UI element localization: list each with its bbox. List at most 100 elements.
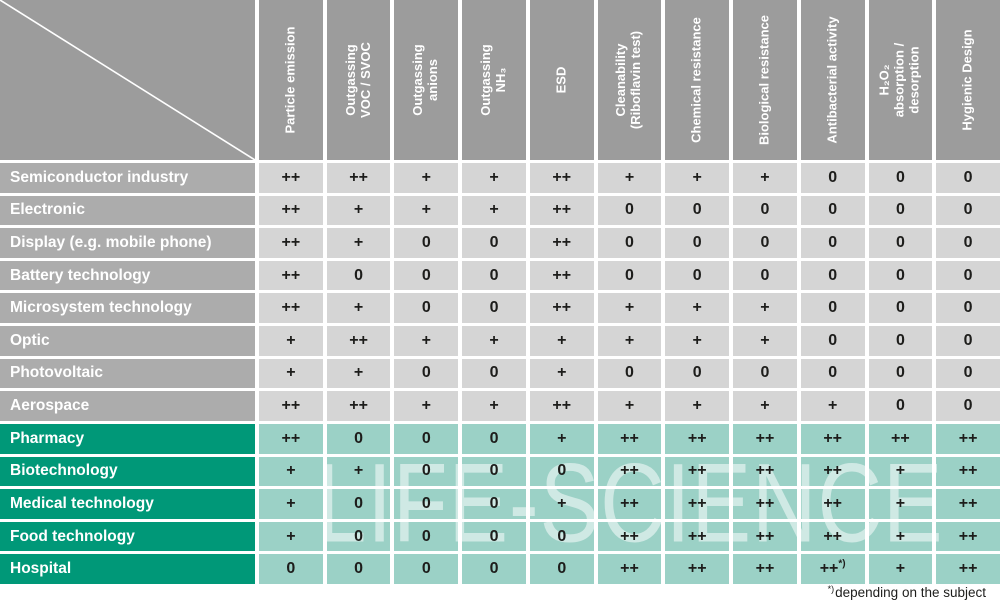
row-label: Battery technology	[0, 260, 255, 291]
rating-value: ++	[823, 494, 843, 512]
table-cell: 0	[800, 326, 865, 356]
table-cell: ++	[733, 521, 797, 552]
row-label: Pharmacy	[0, 423, 255, 454]
table-cell: 0	[665, 260, 730, 291]
rating-value: ++	[552, 397, 572, 415]
table-cell: 0	[733, 358, 797, 389]
rating-value: +	[760, 331, 770, 349]
rating-value: ++	[281, 234, 301, 252]
table-cell: 0	[597, 195, 662, 226]
rating-value: +	[489, 201, 499, 219]
rating-value: 0	[421, 560, 431, 578]
table-cell: ++	[597, 489, 662, 519]
rating-value: 0	[421, 364, 431, 382]
table-cell: +	[259, 358, 323, 389]
rating-value: +	[557, 364, 567, 382]
table-cell: ++	[259, 228, 323, 258]
rating-value: +	[624, 299, 635, 317]
table-cell: ++*)	[800, 554, 865, 584]
rating-value: 0	[421, 462, 431, 480]
row-label: Aerospace	[0, 391, 255, 421]
table-cell: ++	[665, 521, 730, 552]
row-label: Display (e.g. mobile phone)	[0, 228, 255, 258]
table-cell: 0	[733, 195, 797, 226]
column-header-label: Outgassing VOC / SVOC	[342, 42, 373, 118]
rating-value: ++	[755, 527, 775, 545]
table-cell: ++	[936, 521, 1000, 552]
table-cell: ++	[529, 391, 594, 421]
table-cell: 0	[462, 228, 526, 258]
table-cell: +	[326, 358, 391, 389]
rating-value: ++	[687, 560, 707, 578]
column-header-1: Particle emission	[259, 0, 323, 160]
table-cell: ++	[800, 521, 865, 552]
table-cell: ++	[259, 260, 323, 291]
column-header-9: Antibacterial activity	[800, 0, 865, 160]
rating-value: 0	[354, 429, 364, 447]
rating-value: 0	[489, 494, 499, 512]
rating-value: +	[692, 168, 702, 186]
table-grid: Particle emission Outgassing VOC / SVOC Ou…	[0, 0, 1000, 584]
table-cell: 0	[326, 423, 391, 454]
rating-value: ++	[349, 168, 368, 186]
rating-value: ++	[755, 429, 775, 447]
table-cell: ++	[529, 260, 594, 291]
footnote-ref: *)	[838, 558, 846, 570]
table-cell: +	[462, 326, 526, 356]
table-cell: 0	[462, 456, 526, 487]
table-cell: 0	[462, 293, 526, 324]
rating-value: +	[489, 331, 499, 349]
table-cell: 0	[326, 521, 391, 552]
column-header-10: H₂O₂ absorption / desorption	[868, 0, 933, 160]
column-header-2: Outgassing VOC / SVOC	[326, 0, 391, 160]
column-header-label: ESD	[553, 66, 569, 94]
rating-value: +	[286, 331, 296, 349]
column-header-label: Particle emission	[282, 26, 298, 134]
table-cell: +	[259, 326, 323, 356]
rating-value: +	[624, 331, 635, 349]
rating-value: 0	[963, 266, 973, 284]
rating-value: ++	[687, 462, 707, 480]
table-cell: 0	[529, 521, 594, 552]
table-cell: 0	[868, 391, 933, 421]
table-cell: +	[665, 163, 730, 193]
table-cell: ++	[936, 554, 1000, 584]
table-cell: ++	[529, 195, 594, 226]
rating-value: 0	[895, 266, 905, 284]
rating-value: 0	[489, 234, 499, 252]
rating-value: +	[353, 201, 364, 219]
column-header-11: Hygienic Design	[936, 0, 1000, 160]
rating-value: ++	[958, 462, 978, 480]
column-header-label: Outgassing anions	[410, 44, 441, 116]
rating-value: ++	[620, 462, 639, 480]
table-cell: 0	[326, 260, 391, 291]
table-cell: ++	[259, 293, 323, 324]
table-cell: +	[597, 163, 662, 193]
rating-value: 0	[692, 364, 702, 382]
table-cell: 0	[800, 293, 865, 324]
column-header-label: Antibacterial activity	[824, 16, 840, 144]
rating-value: 0	[692, 201, 702, 219]
table-cell: 0	[597, 260, 662, 291]
table-cell: +	[259, 456, 323, 487]
table-cell: 0	[394, 554, 459, 584]
rating-value: 0	[692, 234, 702, 252]
rating-value: 0	[421, 429, 431, 447]
rating-value: 0	[963, 331, 973, 349]
table-cell: 0	[800, 163, 865, 193]
row-label: Hospital	[0, 554, 255, 584]
rating-value: ++	[958, 527, 978, 545]
rating-value: +	[286, 494, 296, 512]
table-cell: +	[597, 293, 662, 324]
table-cell: 0	[868, 260, 933, 291]
rating-value: 0	[489, 527, 499, 545]
rating-value: 0	[895, 397, 905, 415]
table-cell: ++	[597, 554, 662, 584]
table-cell: +	[462, 391, 526, 421]
rating-value: +	[692, 397, 702, 415]
rating-value: 0	[421, 527, 431, 545]
rating-value: ++	[552, 168, 572, 186]
rating-value: 0	[828, 168, 838, 186]
table-cell: ++	[800, 423, 865, 454]
